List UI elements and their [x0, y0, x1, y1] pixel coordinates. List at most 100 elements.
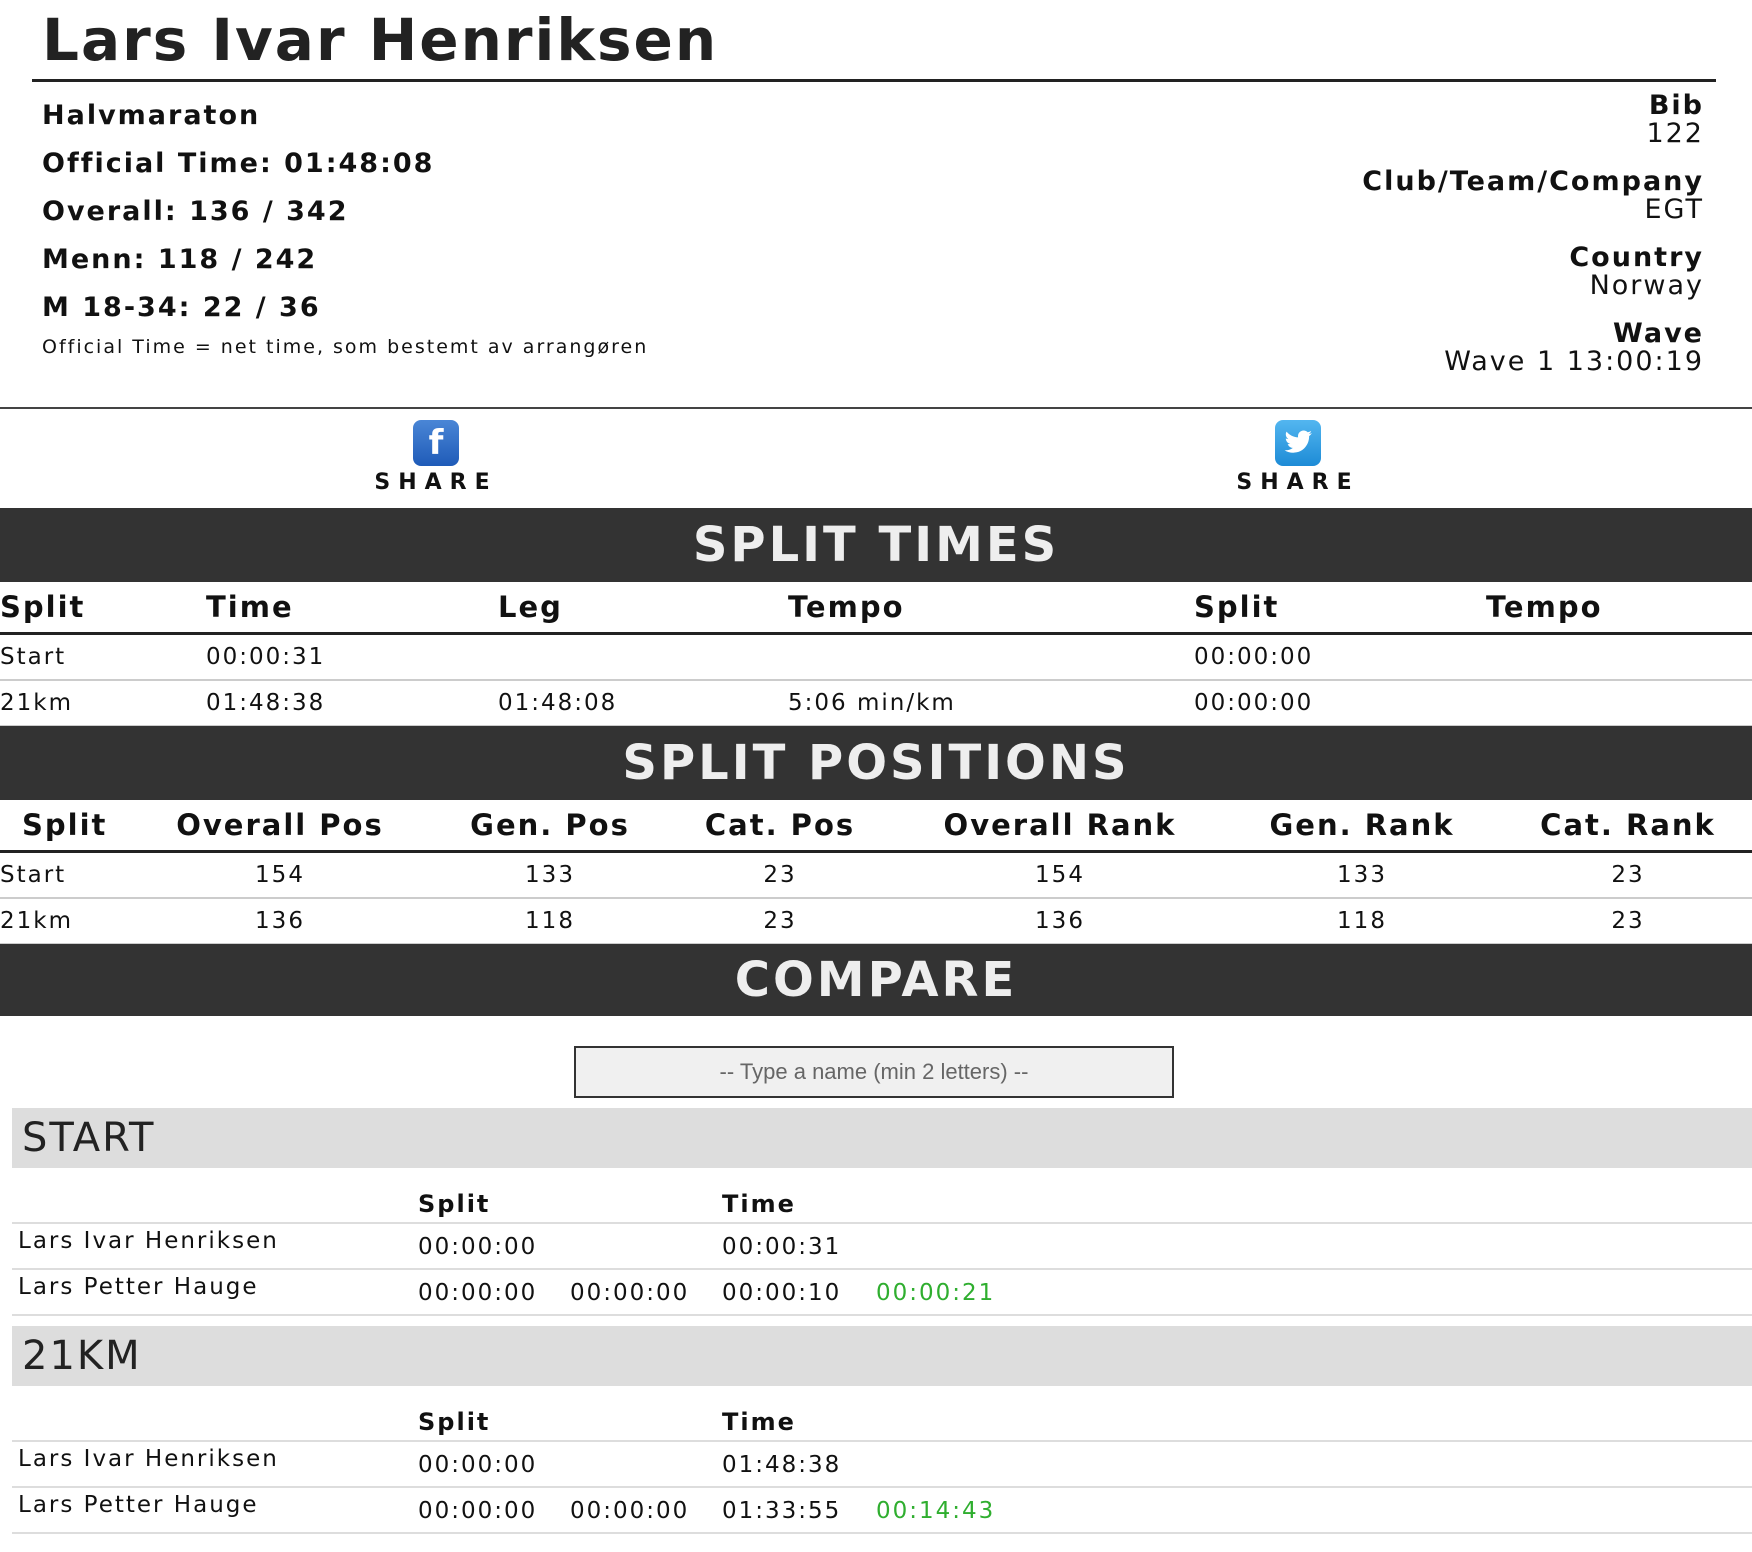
compare-runner-name: Lars Petter Hauge [18, 1492, 259, 1518]
overall-place: Overall: 136 / 342 [42, 196, 349, 227]
official-time-note: Official Time = net time, som bestemt av… [42, 336, 649, 358]
col-time: Time [206, 582, 498, 635]
compare-runner-name: Lars Ivar Henriksen [18, 1446, 279, 1472]
split-times-table: Split Time Leg Tempo Split Tempo Start 0… [0, 582, 1752, 727]
compare-split-2: 00:00:00 [570, 1498, 690, 1524]
compare-col-split: Split [418, 1190, 491, 1218]
col-gen-pos: Gen. Pos [440, 800, 660, 853]
gender-place: Menn: 118 / 242 [42, 244, 318, 275]
table-row: 21km 01:48:38 01:48:08 5:06 min/km 00:00… [0, 680, 1752, 727]
table-row: 21km 136 118 23 136 118 23 [0, 898, 1752, 945]
compare-section-start: START [12, 1108, 1752, 1168]
compare-split: 00:00:00 [418, 1452, 538, 1478]
cell [1486, 633, 1752, 681]
compare-row: Lars Petter Hauge 00:00:00 00:00:00 01:3… [12, 1488, 1752, 1534]
split-times-heading: SPLIT TIMES [0, 508, 1752, 582]
split-positions-heading: SPLIT POSITIONS [0, 726, 1752, 800]
col-overall-rank: Overall Rank [900, 800, 1220, 853]
table-row: Start 00:00:31 00:00:00 [0, 633, 1752, 681]
compare-split: 00:00:00 [418, 1280, 538, 1306]
country-label: Country [1569, 242, 1704, 273]
bib-label: Bib [1648, 90, 1704, 121]
cell: 00:00:31 [206, 633, 498, 681]
twitter-share-button[interactable]: SHARE [1198, 420, 1398, 495]
compare-time: 00:00:10 [722, 1280, 842, 1306]
cell: 23 [1504, 898, 1752, 945]
split-positions-header-row: Split Overall Pos Gen. Pos Cat. Pos Over… [0, 800, 1752, 853]
compare-runner-name: Lars Ivar Henriksen [18, 1228, 279, 1254]
cell: 118 [440, 898, 660, 945]
country-value: Norway [1589, 270, 1704, 301]
category-place: M 18-34: 22 / 36 [42, 292, 321, 323]
club-value: EGT [1644, 194, 1704, 225]
compare-time: 00:00:31 [722, 1234, 842, 1260]
cell: 154 [120, 851, 440, 899]
twitter-share-label[interactable]: SHARE [1236, 470, 1360, 495]
cell: 154 [900, 851, 1220, 899]
compare-split: 00:00:00 [418, 1498, 538, 1524]
cell: 01:48:38 [206, 680, 498, 727]
wave-label: Wave [1613, 318, 1704, 349]
official-time: Official Time: 01:48:08 [42, 148, 435, 179]
compare-runner-name: Lars Petter Hauge [18, 1274, 259, 1300]
split-times-header-row: Split Time Leg Tempo Split Tempo [0, 582, 1752, 635]
compare-row: Lars Petter Hauge 00:00:00 00:00:00 00:0… [12, 1270, 1752, 1316]
compare-section-21km: 21KM [12, 1326, 1752, 1386]
cell: 23 [660, 851, 900, 899]
facebook-share-button[interactable]: f SHARE [336, 420, 536, 495]
cell: 133 [440, 851, 660, 899]
cell: 23 [1504, 851, 1752, 899]
header-divider [32, 79, 1716, 82]
compare-header-row: Split Time [12, 1396, 1752, 1442]
compare-col-time: Time [722, 1408, 796, 1436]
facebook-share-label[interactable]: SHARE [374, 470, 498, 495]
cell [788, 633, 1194, 681]
col-leg: Leg [498, 582, 788, 635]
cell: 21km [0, 680, 206, 727]
col-tempo: Tempo [788, 582, 1194, 635]
compare-col-split: Split [418, 1408, 491, 1436]
cell [1486, 680, 1752, 727]
cell: 133 [1220, 851, 1504, 899]
compare-split: 00:00:00 [418, 1234, 538, 1260]
cell: 01:48:08 [498, 680, 788, 727]
compare-heading: COMPARE [0, 944, 1752, 1016]
runner-details: Bib 122 Club/Team/Company EGT Country No… [1362, 92, 1704, 396]
col-cat-rank: Cat. Rank [1504, 800, 1752, 853]
col-cat-pos: Cat. Pos [660, 800, 900, 853]
cell: 118 [1220, 898, 1504, 945]
cell: 136 [900, 898, 1220, 945]
compare-header-row: Split Time [12, 1178, 1752, 1224]
compare-search-input[interactable]: -- Type a name (min 2 letters) -- [574, 1046, 1174, 1098]
section-divider [0, 407, 1752, 409]
compare-time: 01:48:38 [722, 1452, 842, 1478]
cell: Start [0, 633, 206, 681]
col-split: Split [0, 582, 206, 635]
compare-time-diff: 00:00:21 [876, 1280, 996, 1306]
col-gen-rank: Gen. Rank [1220, 800, 1504, 853]
split-positions-table: Split Overall Pos Gen. Pos Cat. Pos Over… [0, 800, 1752, 945]
compare-split-2: 00:00:00 [570, 1280, 690, 1306]
cell: 5:06 min/km [788, 680, 1194, 727]
col-split: Split [0, 800, 120, 853]
facebook-icon[interactable]: f [413, 420, 459, 466]
bib-value: 122 [1646, 118, 1704, 149]
runner-name: Lars Ivar Henriksen [42, 6, 719, 74]
compare-time: 01:33:55 [722, 1498, 842, 1524]
compare-row: Lars Ivar Henriksen 00:00:00 00:00:31 [12, 1224, 1752, 1270]
cell: 00:00:00 [1194, 633, 1486, 681]
race-name: Halvmaraton [42, 100, 261, 131]
cell: Start [0, 851, 120, 899]
compare-row: Lars Ivar Henriksen 00:00:00 01:48:38 [12, 1442, 1752, 1488]
compare-col-time: Time [722, 1190, 796, 1218]
club-label: Club/Team/Company [1362, 166, 1704, 197]
cell [498, 633, 788, 681]
compare-time-diff: 00:14:43 [876, 1498, 996, 1524]
result-summary: Halvmaraton Official Time: 01:48:08 Over… [42, 92, 648, 358]
cell: 23 [660, 898, 900, 945]
twitter-icon[interactable] [1275, 420, 1321, 466]
table-row: Start 154 133 23 154 133 23 [0, 851, 1752, 899]
cell: 136 [120, 898, 440, 945]
wave-value: Wave 1 13:00:19 [1444, 346, 1704, 377]
